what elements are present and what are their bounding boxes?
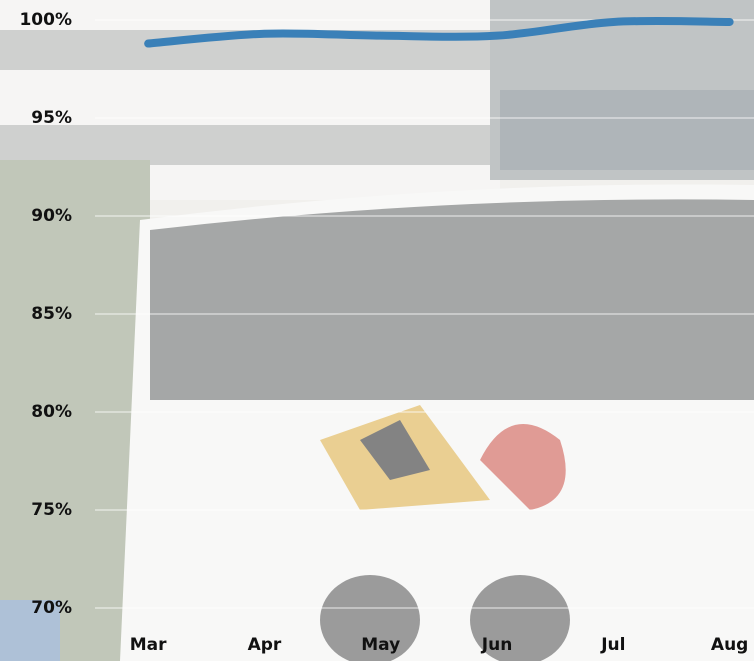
x-tick-label: Jun bbox=[481, 635, 513, 655]
y-tick-label: 85% bbox=[31, 304, 72, 324]
x-tick-label: Jul bbox=[600, 635, 625, 655]
y-tick-label: 95% bbox=[31, 108, 72, 128]
y-tick-label: 90% bbox=[31, 206, 72, 226]
y-tick-label: 75% bbox=[31, 500, 72, 520]
y-tick-label: 70% bbox=[31, 598, 72, 618]
data-line bbox=[144, 16, 734, 48]
y-tick-label: 100% bbox=[19, 10, 72, 30]
y-tick-label: 80% bbox=[31, 402, 72, 422]
x-tick-label: May bbox=[361, 635, 400, 655]
x-tick-label: Mar bbox=[130, 635, 167, 655]
x-tick-label: Apr bbox=[248, 635, 282, 655]
x-tick-label: Aug bbox=[711, 635, 748, 655]
